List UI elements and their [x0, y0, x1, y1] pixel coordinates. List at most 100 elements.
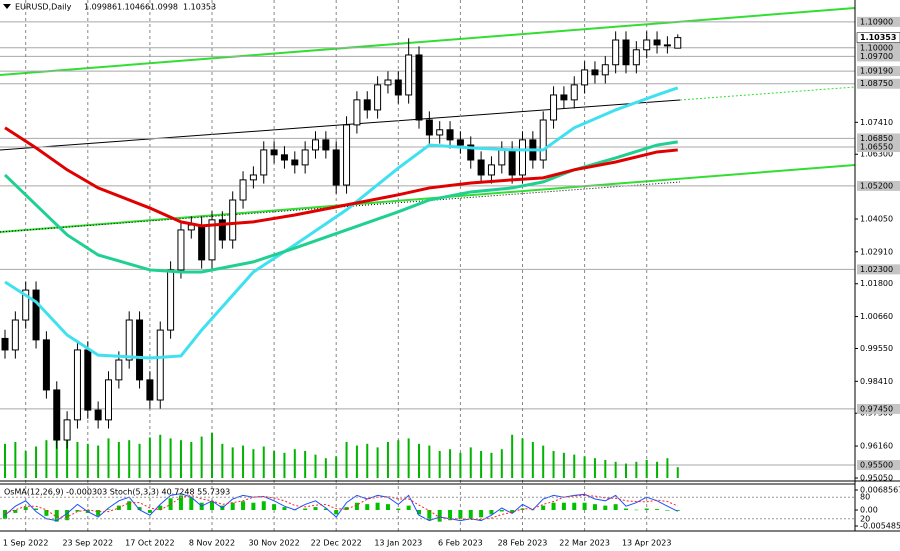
volume-bar: [200, 436, 203, 478]
volume-bar: [593, 458, 596, 478]
volume-bar: [66, 437, 69, 478]
candle-body: [208, 219, 216, 261]
osma-bar: [479, 510, 484, 518]
candle-body: [198, 224, 206, 261]
volume-bar: [159, 434, 162, 478]
candle-body: [42, 339, 50, 391]
candle-body: [218, 219, 226, 241]
x-tick-label: 22 Dec 2022: [311, 539, 362, 548]
volume-bar: [376, 447, 379, 478]
y-tick-label: 1.07410: [860, 118, 893, 127]
osma-bar: [541, 505, 546, 511]
osma-bar: [261, 501, 266, 511]
volume-bar: [666, 458, 669, 478]
osma-bar: [65, 510, 70, 521]
volume-bar: [107, 438, 110, 478]
x-tick-label: 28 Feb 2023: [498, 539, 548, 548]
current-price-label: 1.10353: [860, 33, 896, 42]
osma-bar: [468, 510, 473, 519]
osma-bar: [54, 510, 59, 522]
osma-bar: [489, 510, 494, 515]
volume-bar: [397, 440, 400, 478]
osma-bar: [3, 510, 7, 519]
header-low: 1.0998: [150, 3, 178, 12]
volume-bar: [459, 452, 462, 478]
candle-body: [560, 94, 568, 101]
osma-tick-label: -0.005485: [860, 522, 900, 531]
volume-bar: [614, 461, 617, 478]
candle-body: [570, 84, 578, 101]
x-tick-label: 23 Sep 2022: [62, 539, 113, 548]
level-label: 1.10000: [860, 43, 893, 52]
candle-body: [601, 64, 609, 76]
level-label: 0.95500: [860, 461, 893, 470]
menu-arrow[interactable]: [3, 4, 11, 9]
level-label-box: [857, 460, 900, 471]
volume-bar: [656, 461, 659, 478]
candle-body: [156, 329, 164, 401]
osma-bar: [147, 510, 152, 513]
stoch-tick-label: 20: [860, 514, 870, 523]
candle-body: [405, 54, 413, 96]
osma-bar: [406, 505, 411, 511]
candle-body: [456, 139, 464, 146]
volume-bar: [531, 442, 534, 478]
stoch-tick-label: 80: [860, 493, 870, 502]
volume-bar: [635, 461, 638, 478]
osma-bar: [665, 510, 670, 511]
volume-bar: [449, 449, 452, 478]
candle-body: [291, 159, 299, 166]
osma-bar: [427, 510, 432, 521]
osma-bar: [282, 507, 287, 511]
candle-body: [146, 379, 154, 401]
osma-bar: [75, 510, 80, 512]
level-label: 1.06850: [860, 134, 893, 143]
volume-bar: [117, 442, 120, 478]
level-label: 1.02300: [860, 265, 893, 274]
level-label: 1.06550: [860, 143, 893, 152]
candle-body: [425, 119, 433, 136]
candle-body: [270, 149, 278, 156]
trend-line: [0, 7, 856, 76]
osma-bar: [344, 507, 349, 511]
osma-bar: [365, 504, 370, 511]
moving-average: [4, 126, 678, 228]
candle-body: [539, 119, 547, 161]
osma-bar: [137, 507, 142, 511]
moving-averages: [3, 86, 679, 360]
header-high: 1.10466: [117, 3, 150, 12]
osma-bar: [644, 508, 649, 511]
y-tick-label: 0.99550: [860, 344, 893, 353]
volume-bar: [355, 445, 358, 478]
volume-bar: [645, 460, 648, 478]
level-label-box: [857, 51, 900, 62]
candle-body: [415, 54, 423, 121]
candle-body: [177, 229, 185, 271]
volume-bar: [273, 451, 276, 478]
x-tick-label: 22 Mar 2023: [559, 539, 610, 548]
volume-bar: [511, 434, 514, 478]
y-tick-label: 1.04050: [860, 214, 893, 223]
osma-bar: [13, 510, 18, 513]
osma-bar: [272, 504, 277, 511]
candle-body: [22, 289, 30, 321]
volume-bar: [128, 440, 131, 478]
volume-bar: [562, 452, 565, 478]
osma-bar: [323, 508, 328, 511]
candle-body: [1, 337, 9, 351]
candle-body: [53, 389, 61, 441]
candle-body: [581, 69, 589, 86]
volume-bar: [335, 456, 338, 478]
candle-body: [436, 129, 444, 136]
osma-tick-label: 0.0068567: [860, 486, 900, 495]
trend-line: [0, 164, 856, 233]
candle-body: [115, 359, 123, 381]
candle-body: [63, 419, 71, 441]
volume-bar: [221, 443, 224, 478]
candle-body: [508, 149, 516, 176]
candle-body: [343, 124, 351, 186]
osma-bar: [510, 510, 515, 513]
candle-body: [73, 349, 81, 421]
